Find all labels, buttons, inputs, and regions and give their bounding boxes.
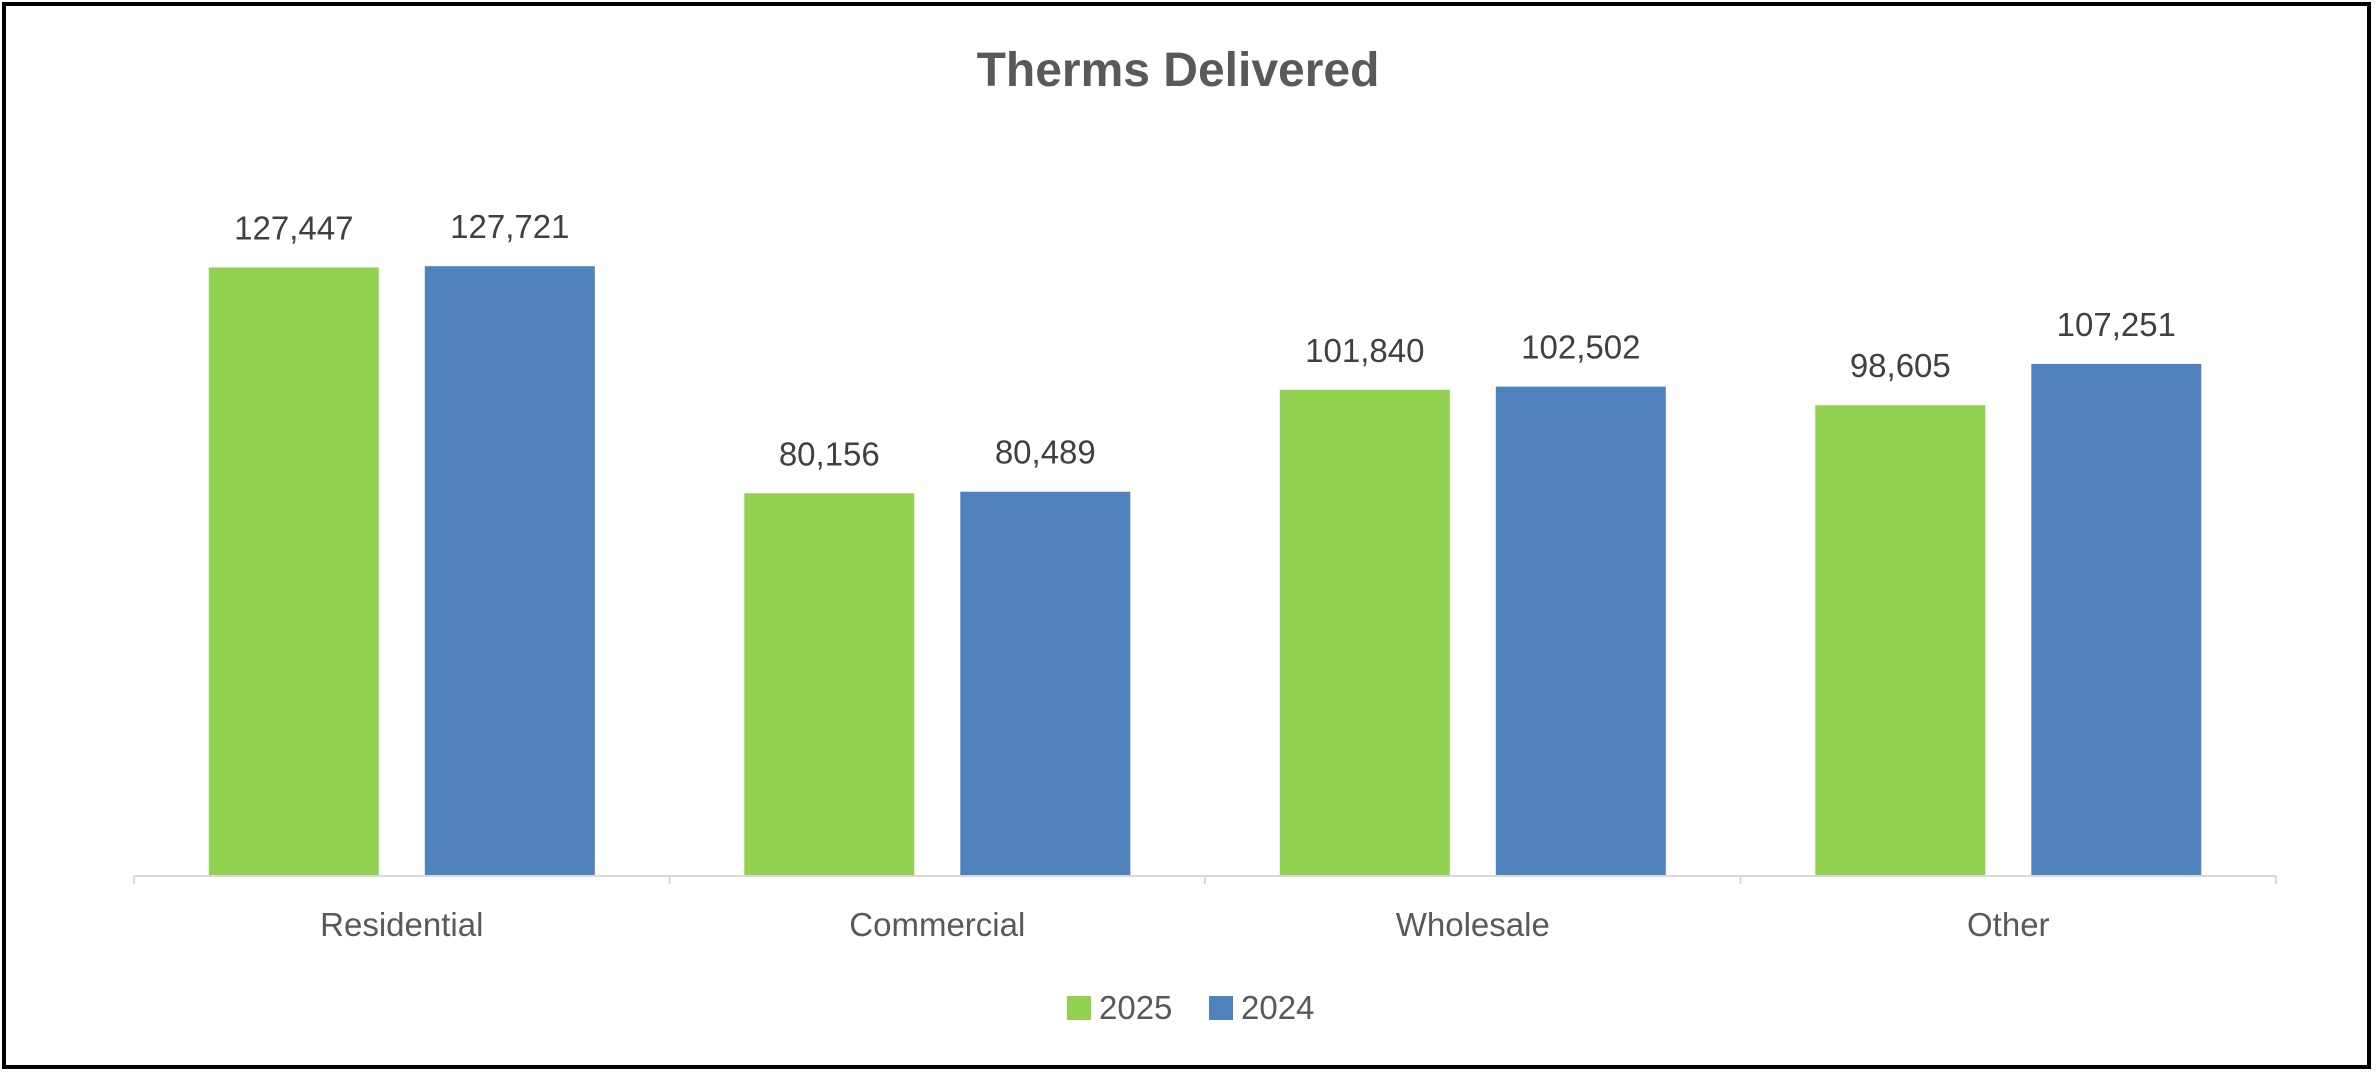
x-tick-label-residential: Residential (320, 906, 483, 943)
chart-title: Therms Delivered (977, 44, 1380, 97)
bar-2025-wholesale (1279, 389, 1450, 876)
data-label-2024-commercial: 80,489 (995, 434, 1096, 471)
data-label-2024-other: 107,251 (2057, 306, 2176, 343)
data-label-2025-other: 98,605 (1850, 347, 1951, 384)
bar-2025-other (1815, 405, 1986, 876)
x-tick-label-commercial: Commercial (849, 906, 1025, 943)
plot-area: 127,447 127,721 80,156 80,489 101,840 102,502… (133, 208, 2277, 943)
data-label-2024-residential: 127,721 (450, 208, 569, 245)
data-label-2024-wholesale: 102,502 (1521, 329, 1640, 366)
legend-swatch-2025 (1067, 996, 1091, 1020)
x-tick-label-other: Other (1967, 906, 2050, 943)
legend-swatch-2024 (1209, 996, 1233, 1020)
data-label-2025-residential: 127,447 (234, 210, 353, 247)
bar-2024-other (2031, 363, 2202, 876)
data-label-2025-wholesale: 101,840 (1305, 332, 1424, 369)
bar-2024-commercial (960, 491, 1131, 876)
legend: 2025 2024 (1067, 989, 1314, 1026)
bar-2025-commercial (744, 493, 915, 876)
legend-label-2024: 2024 (1241, 989, 1314, 1026)
bar-2024-residential (424, 266, 595, 876)
legend-label-2025: 2025 (1099, 989, 1172, 1026)
bar-2024-wholesale (1495, 386, 1666, 876)
data-label-2025-commercial: 80,156 (779, 435, 880, 472)
x-tick-label-wholesale: Wholesale (1396, 906, 1550, 943)
bar-2025-residential (208, 267, 379, 876)
